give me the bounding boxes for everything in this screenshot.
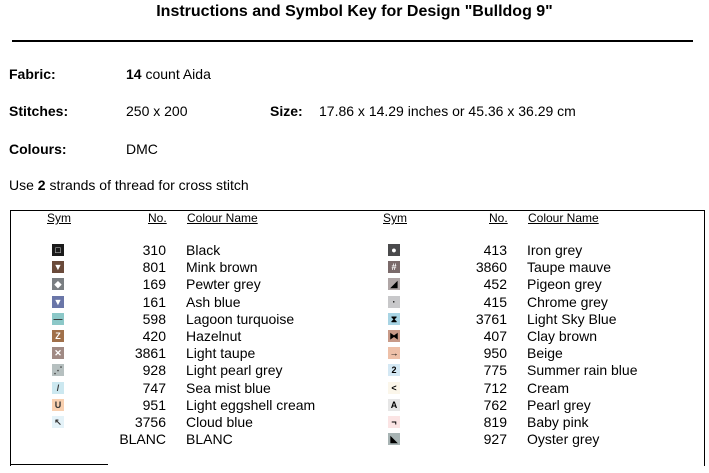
- dmc-number: 712: [483, 380, 507, 396]
- colour-name: Iron grey: [527, 242, 583, 258]
- fabric-label: Fabric:: [9, 66, 56, 82]
- symbol-key-table: [10, 210, 705, 466]
- dmc-number: 407: [483, 328, 507, 344]
- dmc-number: 801: [142, 259, 166, 275]
- dmc-number: 775: [483, 362, 507, 378]
- symbol-swatch-icon: ¬: [388, 416, 400, 428]
- dmc-number: 420: [142, 328, 166, 344]
- colour-name: Pearl grey: [527, 397, 591, 413]
- colour-name: Cloud blue: [186, 414, 253, 430]
- colour-name: Black: [186, 242, 221, 258]
- colour-name: Chrome grey: [527, 294, 608, 310]
- dmc-number: 415: [483, 294, 507, 310]
- symbol-swatch-icon: ⋰: [52, 364, 64, 376]
- page-title: Instructions and Symbol Key for Design "…: [156, 3, 553, 20]
- symbol-swatch-icon: ●: [388, 244, 400, 256]
- strands-instruction: Use 2 strands of thread for cross stitch: [9, 177, 249, 193]
- colour-name: Taupe mauve: [527, 259, 612, 275]
- symbol-swatch-icon: 2: [388, 364, 400, 376]
- colour-name: Ash blue: [186, 294, 241, 310]
- colour-name: Clay brown: [527, 328, 598, 344]
- symbol-swatch-icon: U: [52, 399, 64, 411]
- symbol-swatch-icon: ⧗: [388, 313, 400, 325]
- dmc-number: 951: [142, 397, 166, 413]
- title-underline: [12, 40, 693, 42]
- colour-name: Summer rain blue: [527, 362, 638, 378]
- colour-name: Beige: [527, 345, 563, 361]
- header-no-right: No.: [489, 211, 508, 225]
- dmc-number: 747: [142, 380, 166, 396]
- strands-count: 2: [37, 177, 46, 193]
- dmc-number: 928: [142, 362, 166, 378]
- colour-name: Sea mist blue: [186, 380, 271, 396]
- dmc-number: 161: [142, 294, 166, 310]
- colour-name: Oyster grey: [527, 431, 600, 447]
- dmc-number: 819: [483, 414, 507, 430]
- symbol-swatch-icon: ◢: [388, 278, 400, 290]
- symbol-swatch-icon: □: [52, 244, 64, 256]
- colour-name: Light pearl grey: [186, 362, 283, 378]
- dmc-number: BLANC: [119, 431, 166, 447]
- dmc-number: 762: [483, 397, 507, 413]
- symbol-swatch-icon: Z: [52, 330, 64, 342]
- dmc-number: 3861: [134, 345, 166, 361]
- header-sym-left: Sym: [47, 211, 71, 225]
- dmc-number: 598: [142, 311, 166, 327]
- stitches-label: Stitches:: [9, 103, 69, 119]
- dmc-number: 452: [483, 276, 507, 292]
- symbol-swatch-icon: ↖: [52, 416, 64, 428]
- header-name-right: Colour Name: [528, 211, 599, 225]
- fabric-value: 14 count Aida: [126, 66, 211, 82]
- colour-name: Pigeon grey: [527, 276, 602, 292]
- colour-name: Hazelnut: [186, 328, 242, 344]
- colour-name: Baby pink: [527, 414, 589, 430]
- symbol-swatch-icon: [52, 433, 64, 445]
- symbol-swatch-icon: ⧓: [388, 330, 400, 342]
- header-no-left: No.: [148, 211, 167, 225]
- colour-name: Light taupe: [186, 345, 256, 361]
- symbol-swatch-icon: ·: [388, 296, 400, 308]
- colours-label: Colours:: [9, 141, 67, 157]
- stitches-value: 250 x 200: [126, 103, 188, 119]
- colour-name: Cream: [527, 380, 570, 396]
- symbol-swatch-icon: <: [388, 382, 400, 394]
- symbol-swatch-icon: ✕: [52, 347, 64, 359]
- fabric-count: 14: [126, 66, 142, 82]
- colour-name: Light Sky Blue: [527, 311, 617, 327]
- dmc-number: 927: [483, 431, 507, 447]
- size-value: 17.86 x 14.29 inches or 45.36 x 36.29 cm: [319, 103, 576, 119]
- colour-name: Mink brown: [186, 259, 258, 275]
- colours-value: DMC: [126, 141, 158, 157]
- header-name-left: Colour Name: [187, 211, 258, 225]
- dmc-number: 310: [142, 242, 166, 258]
- header-sym-right: Sym: [383, 211, 407, 225]
- dmc-number: 413: [483, 242, 507, 258]
- dmc-number: 3756: [134, 414, 166, 430]
- dmc-number: 3761: [475, 311, 507, 327]
- dmc-number: 169: [142, 276, 166, 292]
- symbol-swatch-icon: →: [388, 347, 400, 359]
- dmc-number: 3860: [475, 259, 507, 275]
- symbol-swatch-icon: —: [52, 313, 64, 325]
- dmc-number: 950: [483, 345, 507, 361]
- strands-suffix: strands of thread for cross stitch: [49, 177, 249, 193]
- fabric-type: count Aida: [145, 66, 211, 82]
- colour-name: Pewter grey: [186, 276, 261, 292]
- symbol-swatch-icon: ◆: [52, 278, 64, 290]
- symbol-swatch-icon: #: [388, 261, 400, 273]
- symbol-swatch-icon: ▼: [52, 261, 64, 273]
- colour-name: BLANC: [186, 431, 233, 447]
- symbol-swatch-icon: ◣: [388, 433, 400, 445]
- symbol-swatch-icon: /: [52, 382, 64, 394]
- symbol-swatch-icon: A: [388, 399, 400, 411]
- strands-prefix: Use: [9, 177, 34, 193]
- colour-name: Light eggshell cream: [186, 397, 316, 413]
- colour-name: Lagoon turquoise: [186, 311, 295, 327]
- symbol-swatch-icon: ▼: [52, 296, 64, 308]
- table-bottom-line: [10, 464, 108, 465]
- size-label: Size:: [270, 103, 303, 119]
